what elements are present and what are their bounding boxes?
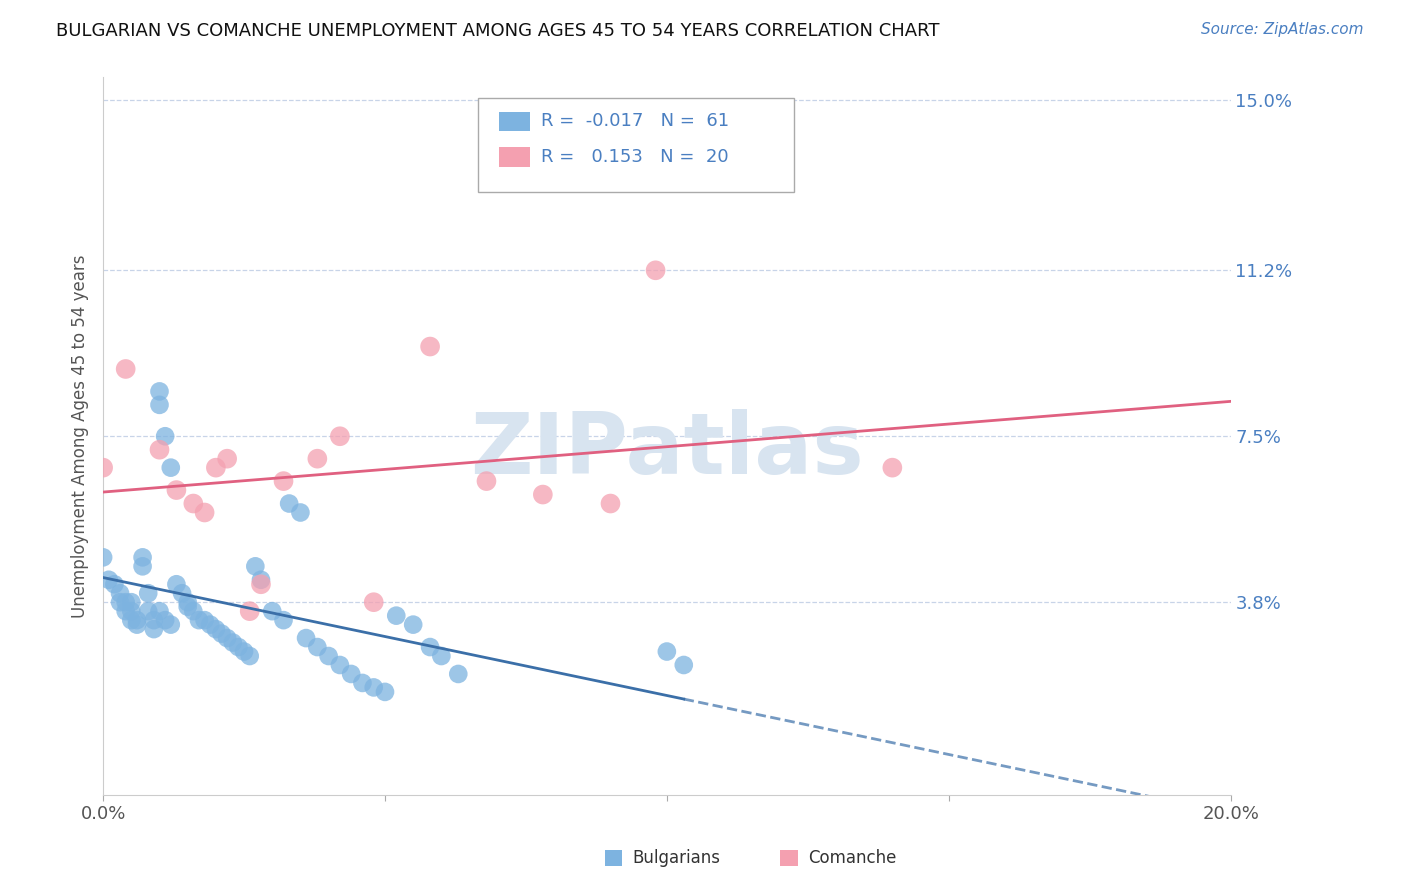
Text: Comanche: Comanche bbox=[808, 849, 896, 867]
Text: R =   0.153   N =  20: R = 0.153 N = 20 bbox=[541, 148, 728, 166]
Point bbox=[211, 626, 233, 640]
Point bbox=[183, 604, 205, 618]
Point bbox=[165, 483, 187, 497]
Point bbox=[447, 667, 470, 681]
Point bbox=[217, 451, 239, 466]
Point bbox=[531, 487, 554, 501]
Point bbox=[194, 613, 217, 627]
Point bbox=[228, 640, 250, 654]
Point bbox=[402, 617, 425, 632]
Point bbox=[644, 263, 666, 277]
Point bbox=[352, 676, 374, 690]
Text: Source: ZipAtlas.com: Source: ZipAtlas.com bbox=[1201, 22, 1364, 37]
Point bbox=[307, 451, 329, 466]
Point bbox=[374, 685, 396, 699]
Point bbox=[273, 613, 295, 627]
Point bbox=[165, 577, 187, 591]
Point bbox=[599, 496, 621, 510]
Point bbox=[318, 648, 340, 663]
Point bbox=[222, 635, 245, 649]
Point bbox=[91, 550, 114, 565]
Point bbox=[97, 573, 120, 587]
Point bbox=[114, 362, 136, 376]
Point bbox=[340, 667, 363, 681]
Point bbox=[148, 604, 170, 618]
Point bbox=[245, 559, 267, 574]
Point bbox=[108, 586, 131, 600]
Point bbox=[200, 617, 222, 632]
Point bbox=[91, 460, 114, 475]
Point bbox=[188, 613, 211, 627]
Point bbox=[148, 384, 170, 399]
Point bbox=[329, 658, 352, 673]
Point bbox=[250, 577, 273, 591]
Point bbox=[278, 496, 301, 510]
Point bbox=[108, 595, 131, 609]
Point bbox=[672, 658, 695, 673]
Point bbox=[419, 640, 441, 654]
Point bbox=[136, 586, 159, 600]
Point bbox=[120, 595, 142, 609]
Point bbox=[131, 559, 153, 574]
Point bbox=[114, 604, 136, 618]
Point bbox=[153, 613, 176, 627]
Point bbox=[329, 429, 352, 443]
Point bbox=[475, 474, 498, 488]
Point bbox=[142, 613, 165, 627]
Point bbox=[205, 460, 228, 475]
Point bbox=[153, 429, 176, 443]
Point bbox=[655, 644, 678, 658]
Text: Bulgarians: Bulgarians bbox=[633, 849, 720, 867]
Point bbox=[273, 474, 295, 488]
Point bbox=[194, 506, 217, 520]
Point bbox=[170, 586, 193, 600]
Point bbox=[136, 604, 159, 618]
Point bbox=[419, 340, 441, 354]
Point bbox=[142, 622, 165, 636]
Point bbox=[430, 648, 453, 663]
Point bbox=[882, 460, 904, 475]
Point bbox=[120, 613, 142, 627]
Point bbox=[239, 604, 262, 618]
Point bbox=[262, 604, 284, 618]
Point bbox=[125, 617, 148, 632]
Point bbox=[295, 631, 318, 645]
Point bbox=[307, 640, 329, 654]
Y-axis label: Unemployment Among Ages 45 to 54 years: Unemployment Among Ages 45 to 54 years bbox=[72, 254, 89, 618]
Point bbox=[176, 599, 198, 614]
Point bbox=[103, 577, 125, 591]
Point bbox=[159, 460, 181, 475]
Text: BULGARIAN VS COMANCHE UNEMPLOYMENT AMONG AGES 45 TO 54 YEARS CORRELATION CHART: BULGARIAN VS COMANCHE UNEMPLOYMENT AMONG… bbox=[56, 22, 939, 40]
Point bbox=[363, 595, 385, 609]
Point bbox=[183, 496, 205, 510]
Point bbox=[131, 550, 153, 565]
Point bbox=[385, 608, 408, 623]
Point bbox=[217, 631, 239, 645]
Text: R =  -0.017   N =  61: R = -0.017 N = 61 bbox=[541, 112, 730, 130]
Point bbox=[120, 604, 142, 618]
Point bbox=[290, 506, 312, 520]
Point bbox=[125, 613, 148, 627]
Point bbox=[233, 644, 256, 658]
Text: ZIPatlas: ZIPatlas bbox=[470, 409, 863, 492]
Point bbox=[148, 442, 170, 457]
Point bbox=[239, 648, 262, 663]
Point bbox=[148, 398, 170, 412]
Point bbox=[205, 622, 228, 636]
Point bbox=[114, 595, 136, 609]
Point bbox=[250, 573, 273, 587]
Point bbox=[159, 617, 181, 632]
Point bbox=[176, 595, 198, 609]
Point bbox=[363, 681, 385, 695]
